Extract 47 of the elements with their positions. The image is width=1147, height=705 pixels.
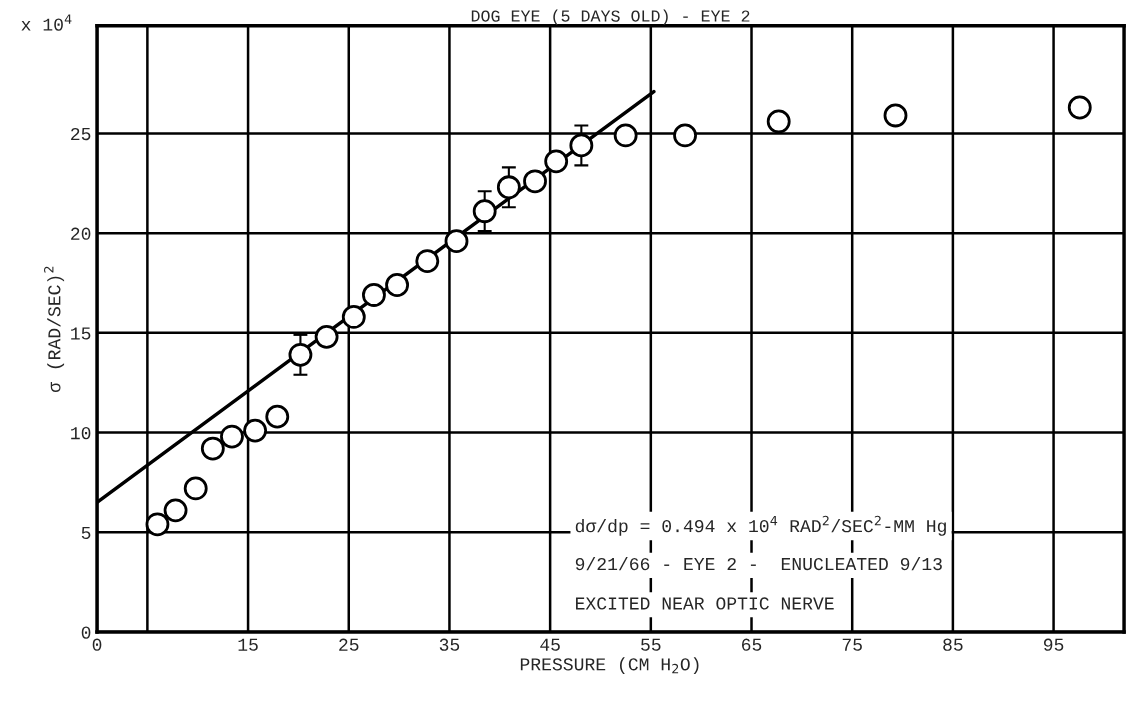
x-tick-label: 95 [1043, 638, 1064, 651]
chart-title: DOG EYE (5 DAYS OLD) - EYE 2 [471, 9, 750, 26]
point [145, 512, 170, 537]
point [341, 304, 366, 329]
point [314, 324, 339, 349]
point [673, 123, 697, 148]
x-tick-label: 55 [641, 638, 661, 651]
x-tick-label: 25 [339, 638, 359, 651]
point [183, 476, 208, 501]
point [444, 229, 469, 254]
point [200, 436, 225, 461]
y-tick-label: 0 [81, 626, 91, 639]
annotation: 9/21/66 - EYE 2 - ENUCLEATED 9/13 [575, 556, 942, 571]
y-tick-label: 20 [71, 227, 91, 240]
point [523, 169, 547, 194]
x-tick-label: 75 [842, 638, 862, 651]
point [288, 342, 313, 367]
point [472, 199, 497, 224]
point [1067, 95, 1092, 120]
point [544, 149, 569, 174]
y-tick-label: 25 [71, 127, 91, 141]
x-tick-label: 45 [540, 638, 560, 651]
annotation: EXCITED NEAR OPTIC NERVE [576, 597, 834, 610]
annotation: dσ/dp = 0.494 x 10$^{4}$ RAD$^{2}$/SEC$^{2}$-MM Hg [575, 515, 946, 536]
x-tick-label: 85 [943, 638, 963, 651]
y-tick-label: 15 [71, 327, 91, 340]
x-axis-title: PRESSURE (CM H$_{2}$O) [520, 657, 699, 675]
point [362, 283, 386, 307]
x-tick-label: 65 [742, 638, 762, 651]
text: x 10$^{4}$ [21, 14, 72, 31]
point [265, 404, 290, 429]
y-axis-title: σ (RAD/SEC)$^{2}$ [44, 266, 65, 393]
point [766, 109, 791, 134]
y-tick-label: 5 [81, 526, 91, 540]
point [415, 249, 440, 273]
point [163, 498, 188, 523]
x-tick-label: 0 [92, 638, 102, 651]
point [883, 103, 908, 128]
point [243, 418, 268, 443]
point [613, 123, 638, 148]
point [385, 273, 410, 297]
x-tick-label: 15 [238, 638, 258, 651]
x-tick-label: 35 [439, 638, 460, 651]
y-tick-label: 10 [71, 427, 91, 440]
point [569, 133, 594, 158]
point [496, 175, 521, 200]
point [220, 424, 244, 449]
